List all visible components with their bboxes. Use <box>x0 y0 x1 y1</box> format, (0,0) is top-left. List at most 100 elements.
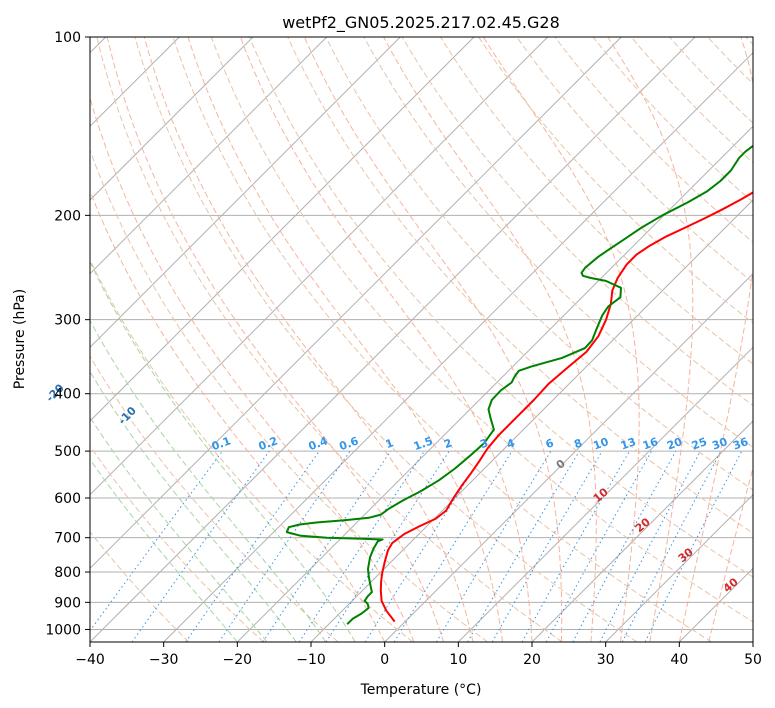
mixing-ratio-label: 1.5 <box>412 434 435 453</box>
dry-adiabat <box>90 258 414 642</box>
mixing-ratio-label: 1 <box>384 436 396 451</box>
dry-adiabat <box>516 37 753 284</box>
dry-adiabat <box>90 531 190 642</box>
x-tick-label: 10 <box>449 652 467 668</box>
dry-adiabat <box>134 37 638 642</box>
dry-adiabat <box>287 37 753 534</box>
moist-adiabat <box>90 416 268 642</box>
dewpoint-profile-line <box>285 144 753 625</box>
dry-adiabat <box>401 37 753 406</box>
x-axis-label: Temperature (°C) <box>360 682 482 698</box>
x-tick-label: −40 <box>75 652 105 668</box>
isotherm-gridline <box>90 37 696 642</box>
mixing-ratio-label: 2 <box>442 436 454 451</box>
moist-adiabat <box>187 37 503 642</box>
x-tick-label: 50 <box>744 652 762 668</box>
dry-adiabat <box>439 37 753 365</box>
mixing-ratio-label: 6 <box>544 436 556 451</box>
mixing-ratio-label: 20 <box>665 435 684 453</box>
isotherm-gridline <box>90 37 549 496</box>
mixing-ratio-label: 16 <box>641 435 660 453</box>
mixing-ratio-label: 3 <box>478 436 490 451</box>
mixing-ratio-line <box>218 450 351 642</box>
mixing-ratio-label: 8 <box>572 436 584 451</box>
mixing-ratio-label: 4 <box>505 436 517 451</box>
mixing-ratio-line <box>325 450 450 642</box>
isotherm-gridline <box>90 37 622 570</box>
y-tick-label: 300 <box>54 313 81 329</box>
plot-background <box>90 37 753 642</box>
mixing-ratio-label: 10 <box>591 435 610 453</box>
mixing-ratio-label: 36 <box>731 435 750 453</box>
mixing-ratio-line <box>364 450 486 642</box>
moist-adiabat <box>482 37 640 642</box>
moist-adiabat <box>143 37 474 642</box>
x-tick-label: −10 <box>296 652 326 668</box>
x-tick-label: 30 <box>597 652 615 668</box>
dry-adiabat <box>172 37 712 642</box>
moist-adiabat <box>239 37 533 642</box>
x-tick-label: −30 <box>149 652 179 668</box>
x-tick-label: 0 <box>380 652 389 668</box>
y-tick-label: 700 <box>54 531 81 547</box>
mixing-ratio-line <box>298 450 425 642</box>
grid-lines <box>90 37 753 642</box>
profile-lines <box>285 144 753 625</box>
temperature-profile-line <box>379 191 753 623</box>
isotherm-gridline <box>90 37 328 275</box>
mixing-ratio-label: 0.2 <box>257 434 280 453</box>
chart-title: wetPf2_GN05.2025.217.02.45.G28 <box>282 13 560 33</box>
dry-adiabat <box>210 37 753 623</box>
mixing-ratio-line <box>435 450 552 642</box>
mixing-ratio-line <box>599 450 701 642</box>
moist-adiabat <box>90 260 356 642</box>
dry-adiabat <box>96 37 563 642</box>
dry-adiabat <box>325 37 753 491</box>
moist-adiabat <box>607 37 694 642</box>
mixing-ratio-line <box>185 450 320 642</box>
y-tick-label: 800 <box>54 565 81 581</box>
dry-adiabat <box>90 445 264 642</box>
moist-adiabat <box>678 37 753 642</box>
isotherm-gridline <box>236 125 753 642</box>
mixing-ratio-label: 25 <box>690 435 709 452</box>
isotherm-gridline <box>605 493 753 642</box>
isotherm-gridline <box>163 51 753 642</box>
mixing-ratio-label: 30 <box>710 435 729 453</box>
x-tick-label: −20 <box>223 652 253 668</box>
isotherm-gridline <box>752 641 753 642</box>
isotherm-gridline <box>531 420 753 642</box>
y-tick-label: 900 <box>54 595 81 611</box>
isotherm-gridline <box>90 37 254 201</box>
mixing-ratio-line <box>393 450 513 642</box>
moist-adiabat <box>106 37 445 642</box>
plot-frame <box>89 36 754 643</box>
isotherm-gridline <box>90 37 475 422</box>
isotherm-gridline <box>90 37 401 349</box>
mixing-ratio-line <box>262 450 392 642</box>
y-tick-label: 400 <box>54 387 81 403</box>
x-tick-label: 40 <box>670 652 688 668</box>
y-tick-label: 100 <box>54 30 81 46</box>
thermo-background-lines <box>90 37 753 642</box>
moist-adiabat <box>90 189 386 642</box>
y-tick-label: 500 <box>54 444 81 460</box>
y-tick-label: 1000 <box>45 622 81 638</box>
isotherm-gridline <box>384 272 753 642</box>
mixing-ratio-label: 0.4 <box>307 434 330 453</box>
mixing-ratio-label: 0.1 <box>210 434 233 453</box>
y-tick-label: 200 <box>54 208 81 224</box>
mixing-ratio-label: 13 <box>619 435 638 452</box>
dry-adiabat <box>90 148 488 642</box>
y-tick-label: 600 <box>54 491 81 507</box>
moist-adiabat <box>90 458 238 642</box>
moist-adiabat <box>90 96 415 642</box>
mixing-ratio-line <box>467 450 580 642</box>
x-tick-label: 20 <box>523 652 541 668</box>
moist-adiabat <box>90 370 297 642</box>
isotherm-gridline <box>310 199 753 642</box>
dry-adiabat <box>249 37 753 578</box>
moist-adiabat <box>303 37 563 642</box>
